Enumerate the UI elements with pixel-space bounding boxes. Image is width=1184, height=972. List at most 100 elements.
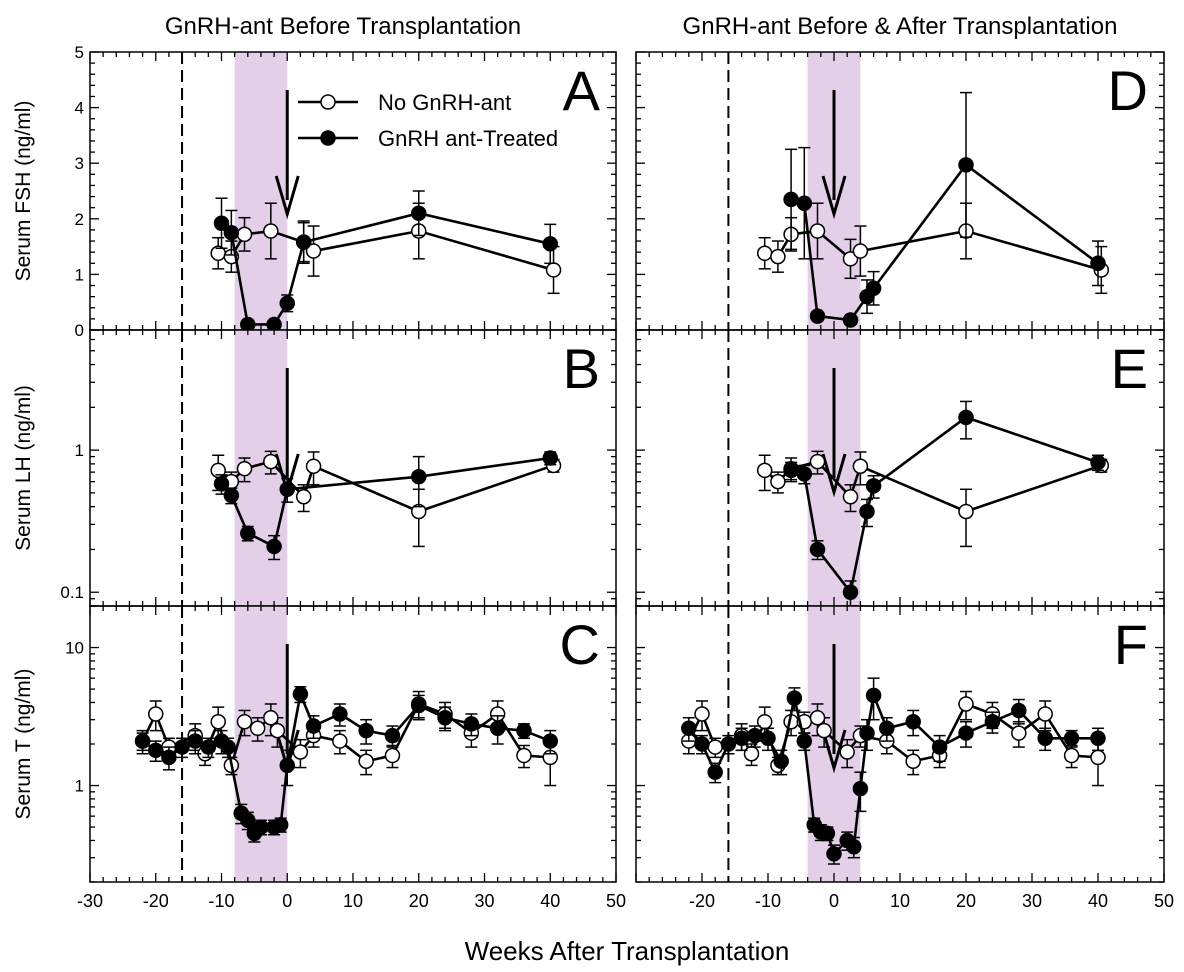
- data-point: [1011, 725, 1027, 741]
- panel-letter: D: [1108, 59, 1148, 122]
- data-point: [332, 706, 348, 722]
- data-point: [263, 453, 279, 470]
- data-point: [148, 706, 164, 722]
- data-point: [958, 725, 974, 741]
- data-point: [542, 733, 558, 749]
- data-point: [865, 687, 882, 704]
- data-point: [545, 262, 562, 278]
- data-point: [756, 245, 773, 262]
- y-tick-label: 0.1: [60, 583, 84, 602]
- series-line: [790, 163, 1099, 322]
- data-point: [747, 727, 763, 744]
- data-point: [852, 458, 869, 474]
- panel-d: D: [635, 51, 1165, 331]
- data-point: [463, 716, 480, 732]
- data-point: [931, 739, 948, 755]
- data-point: [305, 458, 322, 474]
- data-point: [786, 690, 803, 706]
- data-point: [859, 725, 875, 741]
- data-point: [756, 462, 773, 479]
- data-point: [773, 753, 789, 769]
- data-point: [1037, 730, 1053, 747]
- x-tick-label: 30: [474, 891, 494, 911]
- data-point: [770, 473, 786, 490]
- data-point: [819, 825, 836, 842]
- data-point: [760, 730, 776, 747]
- x-tick-label: -10: [208, 891, 234, 911]
- series-line: [790, 415, 1099, 596]
- data-point: [516, 722, 532, 739]
- plot-frame: [635, 329, 1165, 607]
- data-point: [846, 839, 862, 855]
- data-point: [826, 846, 842, 862]
- data-point: [783, 191, 799, 208]
- transplant-arrow-head: [274, 175, 300, 220]
- legend: No GnRH-ant GnRH ant-Treated: [298, 90, 558, 151]
- x-tick-label: 50: [606, 891, 626, 911]
- data-point: [292, 686, 309, 702]
- y-tick-label: 1: [75, 777, 84, 796]
- x-tick-label: 50: [1154, 891, 1174, 911]
- data-point: [384, 747, 401, 764]
- data-point: [292, 744, 309, 760]
- y-tick-label: 2: [75, 210, 84, 229]
- plot-frame: [635, 51, 1165, 331]
- data-point: [1037, 706, 1053, 722]
- data-point: [236, 713, 253, 730]
- data-point: [1063, 747, 1080, 764]
- data-point: [796, 466, 813, 482]
- data-point: [411, 697, 427, 714]
- data-point: [783, 462, 799, 479]
- data-point: [859, 503, 875, 520]
- legend-marker: [320, 130, 336, 146]
- data-point: [1063, 730, 1080, 747]
- data-point: [295, 234, 312, 250]
- x-tick-label: 40: [540, 891, 560, 911]
- transplant-arrow-head: [821, 453, 847, 498]
- data-point: [305, 243, 322, 259]
- series-gnrh-ant-treated: [213, 450, 558, 561]
- data-point: [516, 747, 532, 764]
- data-point: [272, 816, 289, 833]
- x-tick-label: 20: [956, 891, 976, 911]
- data-point: [489, 720, 506, 737]
- y-tick-label: 0: [75, 321, 84, 340]
- data-point: [358, 722, 374, 739]
- data-point: [384, 727, 401, 744]
- data-point: [542, 450, 558, 466]
- data-point: [295, 488, 312, 505]
- data-point: [174, 739, 190, 755]
- x-tick-label: 0: [829, 891, 839, 911]
- data-point: [839, 744, 855, 760]
- data-point: [305, 718, 322, 734]
- data-point: [809, 453, 826, 470]
- data-point: [842, 312, 859, 328]
- x-tick-label: 10: [890, 891, 910, 911]
- legend-label: No GnRH-ant: [378, 90, 511, 115]
- x-tick-label: 0: [282, 891, 292, 911]
- data-point: [200, 739, 217, 755]
- data-point: [279, 757, 295, 774]
- data-point: [865, 478, 882, 494]
- data-point: [796, 195, 813, 211]
- data-point: [358, 753, 374, 769]
- title-left: GnRH-ant Before Transplantation: [165, 13, 521, 40]
- data-point: [865, 280, 882, 297]
- y-tick-label: 10: [65, 639, 84, 658]
- data-point: [796, 733, 813, 749]
- plot-frame: [635, 605, 1165, 883]
- data-point: [220, 739, 236, 755]
- data-point: [263, 709, 279, 726]
- data-point: [852, 243, 869, 259]
- panels: 0 1 2 3 4 5 Serum FSH (ng/ml) A No GnRH-ant GnRH …: [12, 43, 1174, 911]
- data-point: [958, 696, 974, 712]
- x-tick-label: -10: [755, 891, 781, 911]
- data-point: [223, 487, 240, 504]
- data-point: [279, 481, 295, 498]
- x-tick-label: 30: [1022, 891, 1042, 911]
- data-point: [223, 224, 240, 241]
- x-axis-label: Weeks After Transplantation: [465, 936, 790, 966]
- plot-frame: [89, 605, 617, 883]
- series-gnrh-ant-treated: [783, 91, 1106, 328]
- data-point: [269, 722, 286, 739]
